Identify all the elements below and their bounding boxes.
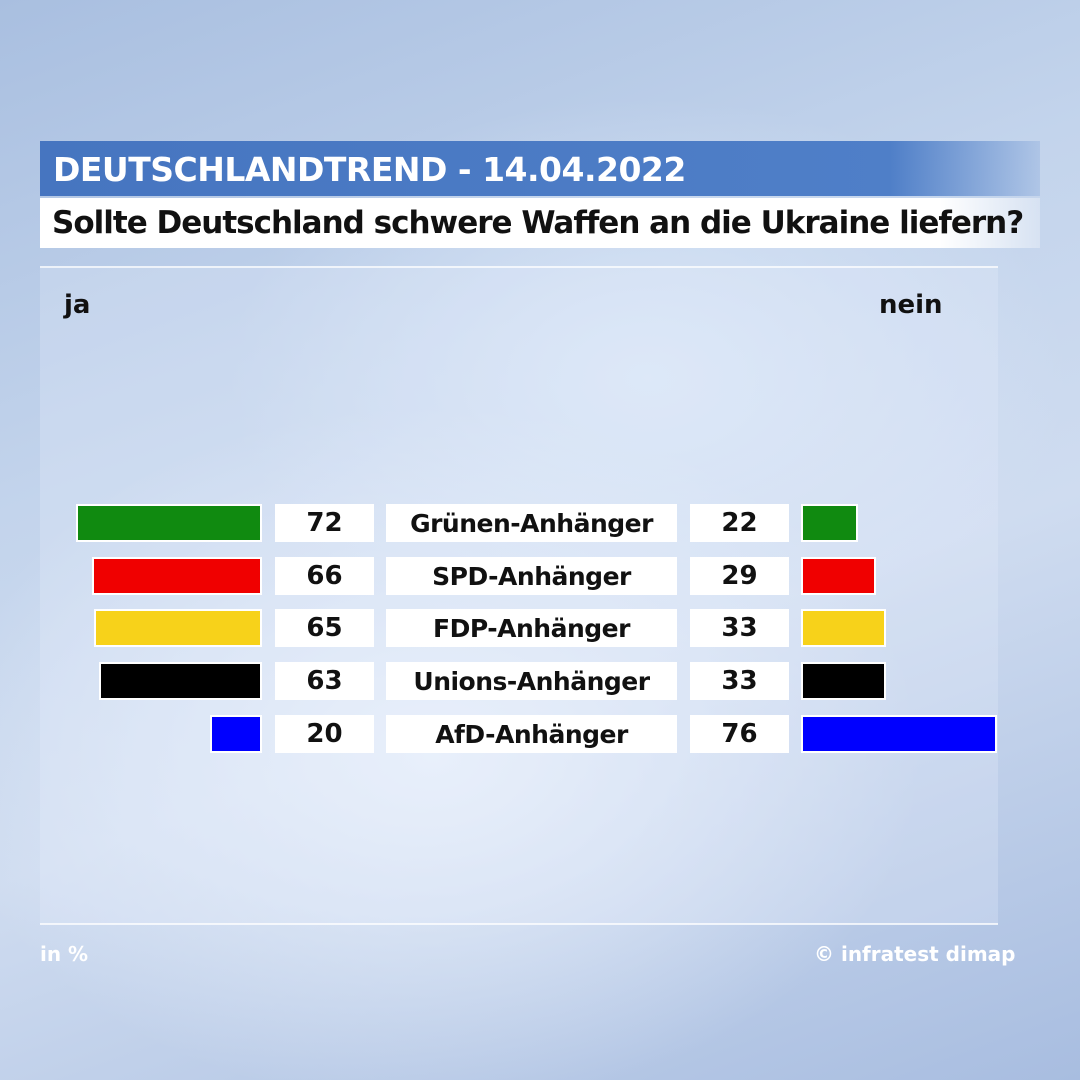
panel-top-divider — [40, 266, 998, 268]
no-value: 33 — [690, 609, 789, 647]
category-label: FDP-Anhänger — [386, 609, 677, 647]
yes-value: 72 — [275, 504, 374, 542]
no-bar — [801, 504, 858, 542]
yes-value: 65 — [275, 609, 374, 647]
no-value: 22 — [690, 504, 789, 542]
yes-bar — [76, 504, 262, 542]
title-bar: DEUTSCHLANDTREND - 14.04.2022 — [40, 141, 1040, 196]
category-label: SPD-Anhänger — [386, 557, 677, 595]
no-bar — [801, 609, 886, 647]
page-title: DEUTSCHLANDTREND - 14.04.2022 — [53, 150, 686, 189]
no-bar — [801, 557, 876, 595]
category-label: AfD-Anhänger — [386, 715, 677, 753]
source-credit: © infratest dimap — [814, 942, 1016, 966]
yes-value: 66 — [275, 557, 374, 595]
yes-bar — [99, 662, 262, 700]
category-label: Grünen-Anhänger — [386, 504, 677, 542]
chart-panel — [40, 268, 998, 924]
category-label: Unions-Anhänger — [386, 662, 677, 700]
yes-bar — [94, 609, 262, 647]
no-value: 76 — [690, 715, 789, 753]
yes-value: 63 — [275, 662, 374, 700]
yes-label: ja — [64, 290, 91, 320]
no-bar — [801, 715, 997, 753]
panel-bottom-divider — [40, 923, 998, 925]
no-bar — [801, 662, 886, 700]
no-label: nein — [879, 290, 943, 320]
question-text: Sollte Deutschland schwere Waffen an die… — [52, 205, 1024, 241]
question-bar: Sollte Deutschland schwere Waffen an die… — [40, 198, 1040, 248]
no-value: 29 — [690, 557, 789, 595]
yes-value: 20 — [275, 715, 374, 753]
unit-note: in % — [40, 942, 89, 966]
yes-bar — [210, 715, 262, 753]
yes-bar — [92, 557, 262, 595]
no-value: 33 — [690, 662, 789, 700]
